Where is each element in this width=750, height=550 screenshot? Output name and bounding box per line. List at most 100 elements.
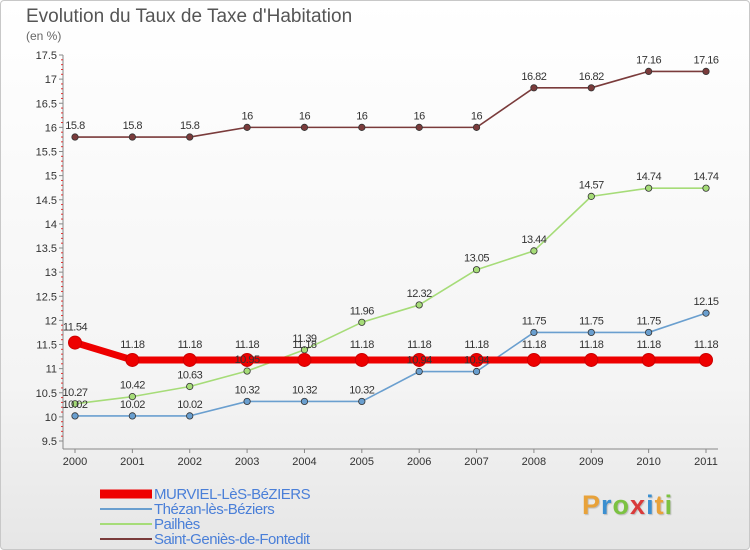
series-line: [73, 339, 706, 364]
data-point: [415, 367, 423, 376]
series-line: [75, 70, 706, 138]
data-point: [415, 301, 423, 309]
y-tick-label: 10: [45, 412, 57, 424]
data-point: [530, 328, 538, 337]
data-label: 10.02: [177, 399, 202, 411]
data-point: [358, 318, 366, 326]
data-point: [702, 309, 710, 317]
data-point: [530, 247, 538, 255]
data-point: [354, 352, 369, 367]
y-axis-unit: (en %): [26, 29, 62, 43]
data-label: 10.27: [62, 387, 87, 399]
data-label: 13.44: [521, 234, 546, 246]
data-label: 10.94: [407, 355, 432, 367]
data-point: [415, 123, 423, 131]
y-tick-label: 11: [46, 364, 57, 376]
data-label: 17.16: [693, 54, 718, 66]
data-label: 11.75: [579, 315, 604, 327]
data-point: [186, 133, 194, 141]
data-label: 14.74: [693, 171, 718, 183]
data-label: 14.57: [579, 179, 604, 191]
logo-letter: r: [601, 490, 613, 520]
data-point: [645, 328, 653, 337]
data-point: [71, 400, 79, 408]
y-tick-label: 15.5: [36, 147, 57, 159]
y-tick-label: 14: [45, 219, 57, 231]
data-label: 12.15: [693, 296, 718, 308]
data-label: 16.82: [579, 71, 604, 83]
data-point: [472, 123, 481, 131]
x-tick-label: 2002: [177, 456, 201, 468]
y-tick-label: 14.5: [36, 195, 57, 207]
y-tick-label: 17: [45, 74, 57, 86]
x-tick-label: 2003: [235, 456, 259, 468]
legend-label: MURVIEL-LèS-BéZIERS: [154, 486, 311, 503]
y-tick-label: 13.5: [36, 243, 57, 255]
data-label: 11.18: [579, 339, 604, 351]
data-point: [300, 397, 309, 406]
data-label: 11.96: [350, 305, 375, 317]
data-label: 10.02: [62, 399, 87, 411]
data-point: [587, 84, 595, 92]
data-label: 12.32: [407, 288, 432, 300]
data-label: 16: [356, 110, 368, 122]
data-point: [128, 412, 136, 420]
x-tick-label: 2005: [350, 456, 374, 468]
data-point: [702, 67, 710, 76]
data-point: [182, 352, 197, 367]
data-point: [128, 393, 136, 401]
data-point: [243, 367, 251, 375]
data-point: [412, 352, 427, 367]
data-label: 11.18: [292, 339, 317, 351]
data-point: [702, 184, 710, 192]
data-label: 11.18: [407, 339, 432, 351]
data-point: [584, 352, 599, 367]
data-point: [526, 352, 541, 367]
data-label: 15.8: [123, 120, 143, 132]
data-label: 10.02: [120, 399, 145, 411]
data-label: 16: [471, 110, 483, 122]
data-label: 16: [414, 110, 426, 122]
data-label: 11.75: [637, 315, 662, 327]
y-tick-label: 17.5: [36, 50, 57, 62]
y-tick-label: 13: [45, 267, 57, 279]
x-tick-label: 2009: [579, 456, 603, 468]
data-label: 10.32: [235, 384, 260, 396]
data-point: [469, 352, 484, 367]
x-tick-label: 2001: [120, 456, 144, 468]
data-point: [71, 133, 79, 141]
data-point: [186, 412, 194, 420]
x-tick-label: 2011: [694, 456, 718, 468]
data-label: 11.39: [292, 333, 317, 345]
x-tick-label: 2010: [636, 456, 660, 468]
data-label: 11.18: [694, 339, 719, 351]
data-label: 15.8: [180, 120, 200, 132]
data-label: 13.05: [464, 253, 489, 265]
data-label: 11.75: [522, 315, 547, 327]
data-point: [645, 184, 653, 192]
data-point: [297, 352, 312, 367]
logo-letter: P: [582, 490, 602, 520]
series-line: [75, 312, 707, 417]
legend-label: Pailhès: [154, 516, 200, 533]
data-point: [243, 397, 251, 406]
data-label: 10.32: [292, 384, 317, 396]
y-tick-label: 12.5: [36, 291, 57, 303]
data-point: [128, 133, 136, 141]
data-label: 10.32: [349, 384, 374, 396]
data-point: [641, 352, 656, 367]
data-label: 10.95: [235, 354, 260, 366]
data-point: [240, 352, 255, 367]
chart-title: Evolution du Taux de Taxe d'Habitation: [26, 6, 353, 27]
x-tick-label: 2000: [63, 456, 87, 468]
data-label: 11.18: [120, 339, 145, 351]
data-label: 11.18: [522, 339, 547, 351]
x-tick-label: 2008: [522, 456, 546, 468]
data-point: [358, 397, 366, 406]
data-point: [587, 192, 595, 200]
data-label: 17.16: [636, 54, 661, 66]
data-label: 16: [299, 110, 311, 122]
data-point: [358, 123, 366, 131]
x-tick-label: 2006: [407, 456, 431, 468]
